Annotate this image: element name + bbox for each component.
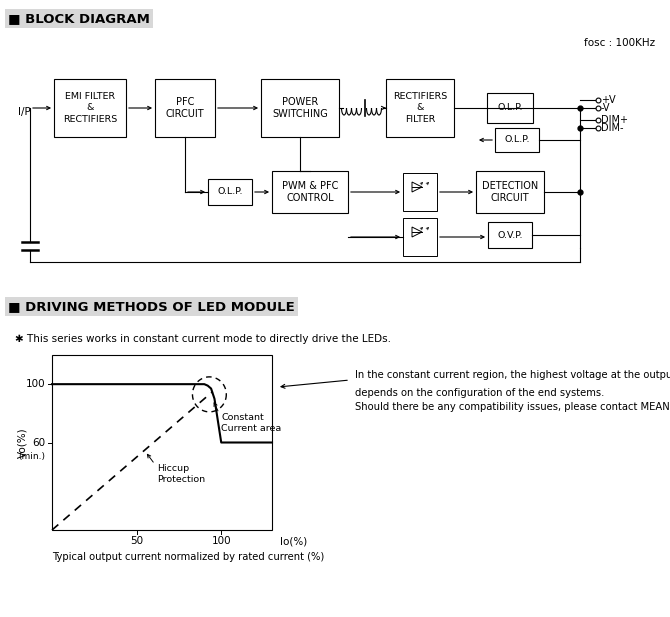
Text: Hiccup
Protection: Hiccup Protection bbox=[157, 465, 205, 484]
Text: -V: -V bbox=[601, 103, 610, 113]
Text: Should there be any compatibility issues, please contact MEAN WELL.: Should there be any compatibility issues… bbox=[355, 402, 670, 412]
Text: POWER
SWITCHING: POWER SWITCHING bbox=[272, 97, 328, 119]
Bar bbox=[208, 179, 252, 205]
Text: EMI FILTER
&
RECTIFIERS: EMI FILTER & RECTIFIERS bbox=[63, 93, 117, 123]
Bar bbox=[488, 222, 532, 248]
Text: Io(%): Io(%) bbox=[280, 536, 308, 546]
Text: O.L.P.: O.L.P. bbox=[497, 104, 523, 112]
Bar bbox=[155, 79, 215, 137]
Text: O.V.P.: O.V.P. bbox=[497, 231, 523, 239]
Bar bbox=[403, 173, 437, 211]
Text: (min.): (min.) bbox=[18, 452, 45, 460]
Bar bbox=[487, 93, 533, 123]
Text: 100: 100 bbox=[25, 379, 45, 389]
Text: 100: 100 bbox=[212, 536, 231, 546]
Text: RECTIFIERS
&
FILTER: RECTIFIERS & FILTER bbox=[393, 93, 447, 123]
Bar bbox=[476, 171, 544, 213]
Bar bbox=[261, 79, 339, 137]
Text: ■ BLOCK DIAGRAM: ■ BLOCK DIAGRAM bbox=[8, 12, 150, 25]
Text: Constant
Current area: Constant Current area bbox=[221, 413, 281, 433]
Text: PWM & PFC
CONTROL: PWM & PFC CONTROL bbox=[282, 181, 338, 203]
Text: ■ DRIVING METHODS OF LED MODULE: ■ DRIVING METHODS OF LED MODULE bbox=[8, 300, 295, 313]
Text: Typical output current normalized by rated current (%): Typical output current normalized by rat… bbox=[52, 552, 324, 562]
Text: DIM-: DIM- bbox=[601, 123, 624, 133]
Text: Vo(%): Vo(%) bbox=[17, 427, 27, 458]
Text: DIM+: DIM+ bbox=[601, 115, 628, 125]
Text: O.L.P.: O.L.P. bbox=[505, 136, 530, 144]
Text: I/P: I/P bbox=[18, 107, 31, 117]
Text: depends on the configuration of the end systems.: depends on the configuration of the end … bbox=[355, 388, 604, 398]
Bar bbox=[54, 79, 126, 137]
Text: 50: 50 bbox=[130, 536, 143, 546]
Bar bbox=[52, 355, 272, 530]
Text: fosc : 100KHz: fosc : 100KHz bbox=[584, 38, 655, 48]
Bar bbox=[272, 171, 348, 213]
Bar bbox=[495, 128, 539, 152]
Bar bbox=[386, 79, 454, 137]
Text: O.L.P.: O.L.P. bbox=[217, 188, 243, 196]
Bar bbox=[403, 218, 437, 256]
Text: ✱ This series works in constant current mode to directly drive the LEDs.: ✱ This series works in constant current … bbox=[15, 334, 391, 344]
Text: DETECTION
CIRCUIT: DETECTION CIRCUIT bbox=[482, 181, 538, 203]
Text: In the constant current region, the highest voltage at the output of the driver: In the constant current region, the high… bbox=[355, 370, 670, 380]
Text: PFC
CIRCUIT: PFC CIRCUIT bbox=[165, 97, 204, 119]
Text: 60: 60 bbox=[32, 437, 45, 447]
Text: +V: +V bbox=[601, 95, 616, 105]
